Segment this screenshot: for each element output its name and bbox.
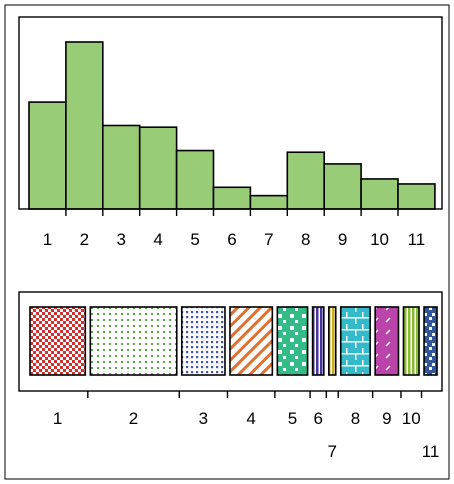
x-tick-label: 8 — [301, 230, 310, 249]
bar-10 — [360, 178, 399, 210]
bar-2 — [65, 41, 104, 210]
spine-bar-6 — [311, 306, 325, 376]
x-tick-label: 4 — [153, 230, 162, 249]
spine-bar-8 — [339, 306, 371, 376]
spine-bar-10 — [402, 306, 420, 376]
bar-1 — [28, 101, 67, 210]
spine-x-tick-label: 5 — [288, 409, 297, 428]
bar-3 — [102, 124, 141, 210]
spine-x-tick-label: 4 — [246, 409, 255, 428]
spine-x-tick-label: 6 — [313, 409, 322, 428]
bar-7 — [249, 194, 289, 210]
x-tick-label: 1 — [43, 230, 52, 249]
spine-bar-3 — [180, 306, 226, 376]
bar-8 — [286, 151, 325, 210]
x-tick-label: 3 — [117, 230, 126, 249]
bar-9 — [323, 163, 362, 210]
spine-x-tick-label: 3 — [199, 409, 208, 428]
plot-frame — [18, 16, 443, 210]
x-tick-label: 7 — [264, 230, 273, 249]
bar-6 — [212, 186, 252, 210]
x-tick-label: 9 — [338, 230, 347, 249]
x-tick-label: 11 — [408, 230, 426, 249]
x-tick-label: 5 — [190, 230, 199, 249]
spine-bar-4 — [229, 306, 274, 376]
spine-bar-9 — [374, 306, 400, 376]
spine-bar-7 — [328, 306, 337, 376]
x-tick-label: 2 — [80, 230, 89, 249]
spine-x-tick-label: 10 — [402, 409, 421, 428]
x-tick-label: 10 — [370, 230, 389, 249]
spine-x-tick-label: 2 — [129, 409, 138, 428]
spine-bar-2 — [89, 306, 178, 376]
bar-5 — [175, 149, 215, 210]
bar-11 — [397, 183, 436, 210]
spine-plot-frame — [18, 291, 443, 392]
spine-x-tick-label: 8 — [351, 409, 360, 428]
spine-x-tick-label: 1 — [53, 409, 62, 428]
spine-bar-1 — [29, 306, 87, 376]
histogram-chart: 1 2 3 4 5 6 7 8 9 10 11 — [18, 16, 443, 249]
spine-x-tick-label: 9 — [382, 409, 391, 428]
spine-x-tick-label: 11 — [422, 442, 440, 461]
spine-x-tick-label: 7 — [328, 442, 337, 461]
spine-bar-11 — [423, 306, 438, 376]
spine-bar-5 — [276, 306, 309, 376]
bar-4 — [138, 126, 178, 210]
x-tick-label: 6 — [227, 230, 236, 249]
